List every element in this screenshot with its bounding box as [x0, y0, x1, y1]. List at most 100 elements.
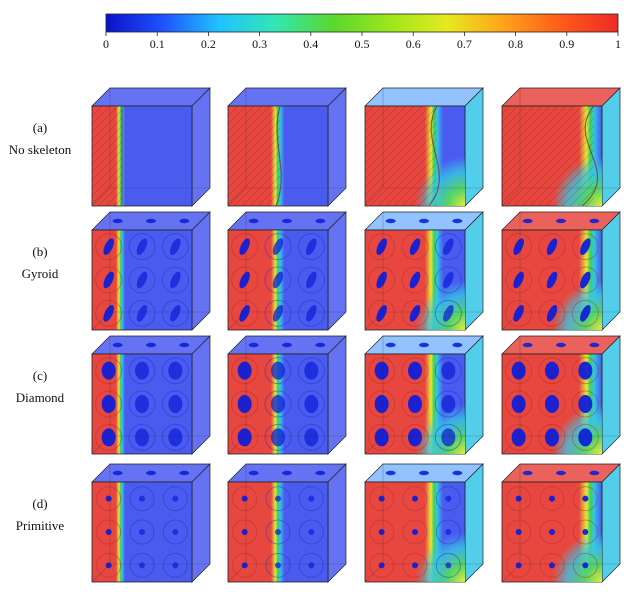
row-c: (c) Diamond — [16, 335, 621, 455]
skeleton-pore — [136, 305, 148, 322]
skeleton-pore-top — [282, 218, 292, 224]
skeleton-pore-top — [282, 470, 292, 476]
skeleton-pore — [578, 428, 593, 447]
skeleton-strut — [264, 299, 292, 327]
skeleton-pore — [135, 395, 149, 413]
colorbar-tick-label: 0.7 — [457, 37, 472, 51]
skeleton-strut — [369, 552, 395, 578]
cube-hidden-edge — [227, 212, 247, 331]
colorbar-tick-label: 0.5 — [355, 37, 370, 51]
colorbar-tick-label: 1 — [615, 37, 621, 51]
skeleton-strut — [161, 233, 189, 261]
row-name: Primitive — [16, 518, 65, 533]
cube-cell — [501, 463, 621, 583]
cube-hidden-edge — [91, 336, 111, 455]
skeleton-pore — [546, 271, 558, 289]
cube-cell — [364, 463, 484, 583]
colorbar-tick-label: 0 — [103, 37, 109, 51]
colorbar: 0 0.1 0.2 0.3 0.4 0.5 0.6 0.7 0.8 0.9 1 — [103, 13, 621, 51]
cube-cell — [227, 211, 347, 331]
skeleton-pore — [237, 428, 252, 447]
skeleton-pore — [103, 238, 114, 255]
skeleton-pore-top — [179, 470, 190, 476]
skeleton-strut — [434, 423, 462, 451]
skeleton-pore — [549, 529, 555, 535]
cube-cell — [227, 87, 347, 207]
skeleton-strut — [571, 357, 599, 385]
skeleton-pore-top — [248, 342, 259, 348]
skeleton-pore — [105, 529, 112, 535]
skeleton-pore-top — [282, 342, 292, 348]
skeleton-strut — [538, 357, 566, 385]
skeleton-pore-top — [112, 218, 123, 224]
skeleton-strut — [538, 299, 566, 327]
skeleton-pore — [580, 238, 591, 255]
skeleton-pore — [408, 361, 422, 380]
colorbar-tick-label: 0.2 — [201, 37, 216, 51]
skeleton-pore — [271, 361, 285, 380]
cube-cell — [227, 335, 347, 455]
skeleton-pore — [168, 428, 183, 447]
cube-hidden-edge — [364, 88, 384, 207]
skeleton-pore-top — [146, 342, 156, 348]
skeleton-pore-top — [179, 218, 190, 224]
skeleton-strut — [264, 423, 292, 451]
skeleton-strut — [368, 423, 396, 451]
skeleton-strut — [128, 357, 156, 385]
skeleton-strut — [128, 390, 156, 418]
skeleton-strut — [297, 357, 325, 385]
skeleton-pore — [409, 238, 421, 255]
skeleton-strut — [96, 552, 122, 578]
skeleton-strut — [297, 390, 325, 418]
skeleton-strut — [264, 266, 292, 294]
skeleton-strut — [539, 552, 565, 578]
skeleton-strut — [162, 519, 188, 545]
skeleton-pore — [441, 361, 456, 380]
cube-cell — [227, 463, 347, 583]
skeleton-strut — [538, 233, 566, 261]
skeleton-strut — [297, 299, 325, 327]
skeleton-strut — [539, 519, 565, 545]
skeleton-strut — [297, 266, 325, 294]
skeleton-strut — [265, 552, 291, 578]
skeleton-strut — [538, 266, 566, 294]
skeleton-strut — [434, 357, 462, 385]
skeleton-pore — [272, 305, 284, 322]
skeleton-pore — [272, 238, 284, 255]
cube-hidden-edge — [501, 464, 521, 583]
cube-cell — [364, 335, 484, 455]
skeleton-pore — [580, 305, 591, 322]
skeleton-strut — [401, 233, 429, 261]
row-label: (b) — [32, 244, 47, 259]
cube-cell — [91, 463, 211, 583]
skeleton-strut — [435, 486, 461, 512]
skeleton-pore — [549, 562, 555, 569]
skeleton-pore — [513, 271, 524, 289]
row-b: (b) Gyroid — [22, 211, 621, 331]
skeleton-pore — [582, 562, 589, 569]
skeleton-pore — [376, 305, 387, 322]
skeleton-pore — [515, 495, 522, 502]
melt-texture — [365, 106, 437, 206]
skeleton-strut — [402, 486, 428, 512]
skeleton-pore — [308, 529, 315, 535]
skeleton-pore-top — [556, 470, 566, 476]
skeleton-strut — [264, 390, 292, 418]
skeleton-pore-top — [452, 470, 463, 476]
skeleton-strut — [435, 519, 461, 545]
skeleton-pore — [139, 529, 145, 535]
skeleton-pore — [515, 562, 522, 569]
skeleton-strut — [298, 519, 324, 545]
skeleton-pore — [239, 271, 250, 289]
colorbar-tick-label: 0.6 — [406, 37, 421, 51]
skeleton-pore — [271, 395, 285, 413]
skeleton-pore-top — [556, 342, 566, 348]
skeleton-pore — [101, 428, 116, 447]
skeleton-pore — [241, 495, 248, 502]
skeleton-pore — [511, 428, 526, 447]
skeleton-pore-top — [385, 470, 396, 476]
skeleton-strut — [369, 519, 395, 545]
skeleton-pore-top — [385, 342, 396, 348]
skeleton-pore-top — [419, 342, 429, 348]
skeleton-strut — [538, 423, 566, 451]
